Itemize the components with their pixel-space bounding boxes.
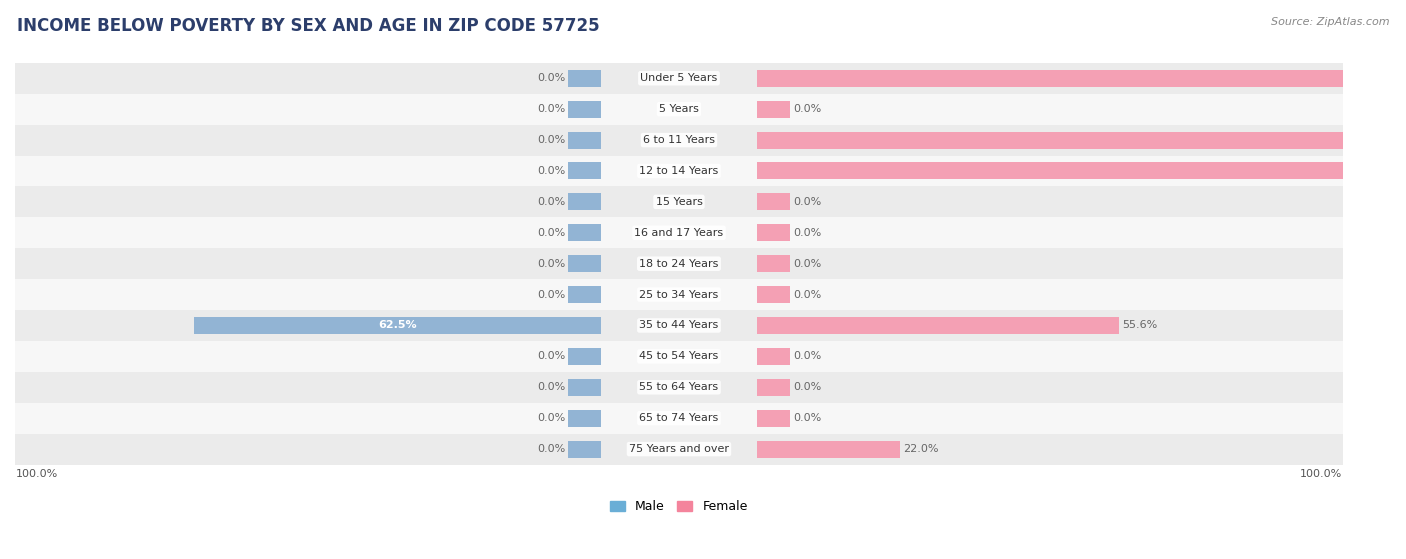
Text: 0.0%: 0.0% — [537, 413, 565, 423]
Text: 75 Years and over: 75 Years and over — [628, 444, 728, 454]
Text: 0.0%: 0.0% — [793, 104, 821, 114]
Text: 0.0%: 0.0% — [537, 352, 565, 361]
Bar — [15, 434, 1343, 465]
Text: 100.0%: 100.0% — [1355, 73, 1402, 83]
Text: 22.0%: 22.0% — [904, 444, 939, 454]
Bar — [568, 255, 600, 272]
Text: 0.0%: 0.0% — [537, 382, 565, 392]
Text: 0.0%: 0.0% — [537, 259, 565, 269]
Bar — [15, 63, 1343, 94]
Text: 100.0%: 100.0% — [1299, 469, 1341, 479]
Text: 5 Years: 5 Years — [659, 104, 699, 114]
Text: 0.0%: 0.0% — [793, 352, 821, 361]
Bar — [15, 372, 1343, 402]
Bar — [15, 341, 1343, 372]
Bar — [568, 379, 600, 396]
Text: 0.0%: 0.0% — [537, 73, 565, 83]
Legend: Male, Female: Male, Female — [605, 495, 752, 519]
Text: 0.0%: 0.0% — [537, 197, 565, 207]
Bar — [756, 224, 790, 241]
Text: 0.0%: 0.0% — [793, 382, 821, 392]
Text: 0.0%: 0.0% — [793, 259, 821, 269]
Text: 100.0%: 100.0% — [1355, 166, 1402, 176]
Text: 100.0%: 100.0% — [1355, 135, 1402, 145]
Text: 0.0%: 0.0% — [793, 290, 821, 300]
Text: Under 5 Years: Under 5 Years — [640, 73, 717, 83]
Text: 45 to 54 Years: 45 to 54 Years — [640, 352, 718, 361]
Text: 0.0%: 0.0% — [537, 135, 565, 145]
Bar — [15, 217, 1343, 248]
Text: 18 to 24 Years: 18 to 24 Years — [640, 259, 718, 269]
Text: 12 to 14 Years: 12 to 14 Years — [640, 166, 718, 176]
Bar — [756, 379, 790, 396]
Bar — [756, 440, 900, 458]
Bar — [568, 348, 600, 365]
Bar — [756, 317, 1119, 334]
Text: 0.0%: 0.0% — [793, 197, 821, 207]
Bar — [568, 440, 600, 458]
Bar — [568, 410, 600, 427]
Bar — [756, 131, 1406, 149]
Bar — [568, 163, 600, 179]
Bar — [15, 310, 1343, 341]
Bar — [568, 224, 600, 241]
Text: 0.0%: 0.0% — [537, 228, 565, 238]
Text: 0.0%: 0.0% — [537, 444, 565, 454]
Bar — [15, 279, 1343, 310]
Text: 65 to 74 Years: 65 to 74 Years — [640, 413, 718, 423]
Text: 6 to 11 Years: 6 to 11 Years — [643, 135, 716, 145]
Bar — [15, 94, 1343, 125]
Bar — [568, 70, 600, 87]
Bar — [568, 131, 600, 149]
Bar — [756, 193, 790, 210]
Bar — [756, 255, 790, 272]
Text: 0.0%: 0.0% — [537, 166, 565, 176]
Bar — [756, 101, 790, 117]
Text: 55.6%: 55.6% — [1122, 320, 1157, 330]
Bar — [756, 70, 1406, 87]
Bar — [756, 410, 790, 427]
Bar — [756, 163, 1406, 179]
Bar — [15, 248, 1343, 279]
Text: 0.0%: 0.0% — [537, 104, 565, 114]
Text: 62.5%: 62.5% — [378, 320, 416, 330]
Text: 0.0%: 0.0% — [793, 228, 821, 238]
Text: 16 and 17 Years: 16 and 17 Years — [634, 228, 724, 238]
Text: INCOME BELOW POVERTY BY SEX AND AGE IN ZIP CODE 57725: INCOME BELOW POVERTY BY SEX AND AGE IN Z… — [17, 17, 599, 35]
Text: 15 Years: 15 Years — [655, 197, 703, 207]
Text: 25 to 34 Years: 25 to 34 Years — [640, 290, 718, 300]
Text: 55 to 64 Years: 55 to 64 Years — [640, 382, 718, 392]
Bar — [15, 125, 1343, 155]
Bar — [756, 348, 790, 365]
Bar — [194, 317, 600, 334]
Bar — [15, 186, 1343, 217]
Text: Source: ZipAtlas.com: Source: ZipAtlas.com — [1271, 17, 1389, 27]
Bar — [568, 286, 600, 303]
Bar — [756, 286, 790, 303]
Bar — [568, 101, 600, 117]
Bar — [15, 402, 1343, 434]
Text: 35 to 44 Years: 35 to 44 Years — [640, 320, 718, 330]
Bar — [568, 193, 600, 210]
Bar — [15, 155, 1343, 186]
Text: 100.0%: 100.0% — [17, 469, 59, 479]
Text: 0.0%: 0.0% — [793, 413, 821, 423]
Text: 0.0%: 0.0% — [537, 290, 565, 300]
